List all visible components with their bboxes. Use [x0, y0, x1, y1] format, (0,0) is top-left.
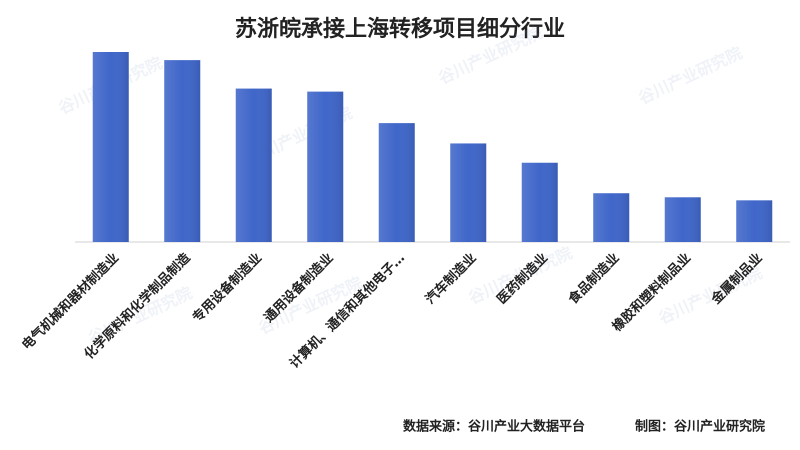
- bar-shade: [307, 91, 344, 242]
- bar-shade: [736, 200, 773, 242]
- bar-shade: [450, 143, 487, 242]
- x-tick-label: 橡胶和塑料制品业: [609, 250, 694, 335]
- bar-shade: [235, 88, 272, 242]
- watermark: 谷川产业研究院: [636, 43, 746, 108]
- bar-shade: [378, 123, 415, 242]
- x-tick-label: 专用设备制造业: [189, 250, 265, 326]
- bar-shade: [92, 52, 129, 242]
- bar-shade: [521, 162, 558, 242]
- bar-shade: [164, 60, 201, 242]
- chart-title: 苏浙皖承接上海转移项目细分行业: [235, 16, 565, 42]
- credit-note: 制图：谷川产业研究院: [635, 419, 765, 435]
- source-note: 数据来源：谷川产业大数据平台: [403, 419, 585, 435]
- bar-shade: [664, 197, 701, 242]
- bar-shade: [593, 193, 630, 242]
